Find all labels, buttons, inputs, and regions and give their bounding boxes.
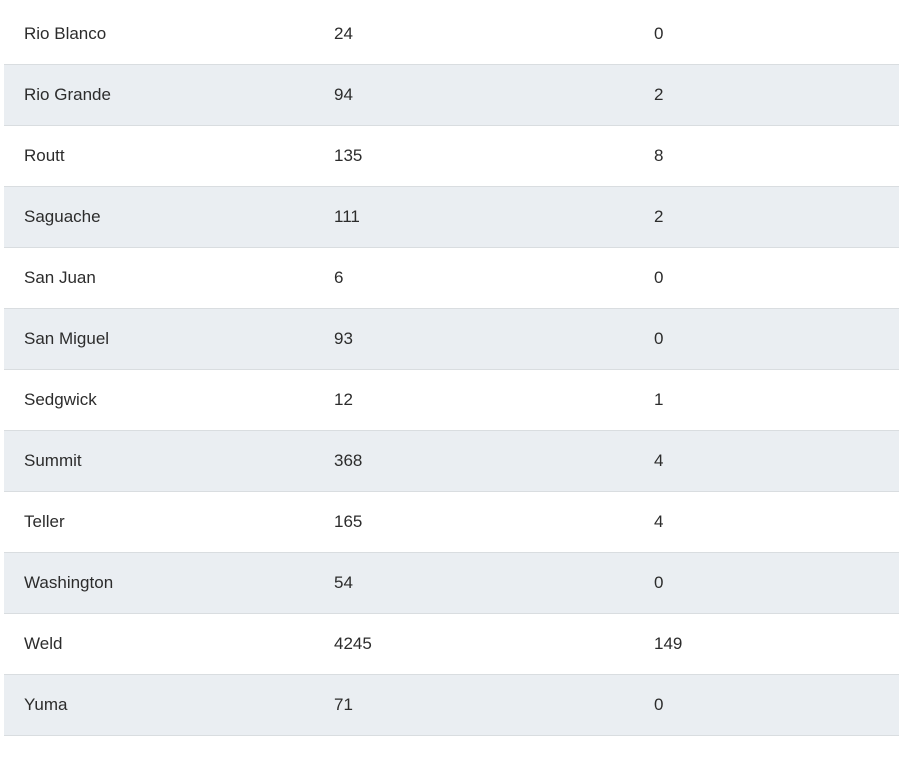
value2-cell: 0 bbox=[634, 675, 899, 735]
value2-cell: 8 bbox=[634, 126, 899, 186]
county-name-cell: Teller bbox=[4, 492, 314, 552]
value1-cell: 71 bbox=[314, 675, 634, 735]
county-name-cell: Rio Blanco bbox=[4, 4, 314, 64]
value2-cell: 149 bbox=[634, 614, 899, 674]
table-row: San Juan 6 0 bbox=[4, 248, 899, 309]
county-name-cell: Routt bbox=[4, 126, 314, 186]
value1-cell: 111 bbox=[314, 187, 634, 247]
value2-cell: 1 bbox=[634, 370, 899, 430]
county-name-cell: Saguache bbox=[4, 187, 314, 247]
value2-cell: 2 bbox=[634, 65, 899, 125]
value1-cell: 368 bbox=[314, 431, 634, 491]
table-row: Sedgwick 12 1 bbox=[4, 370, 899, 431]
county-name-cell: Yuma bbox=[4, 675, 314, 735]
value2-cell: 0 bbox=[634, 309, 899, 369]
value2-cell: 4 bbox=[634, 492, 899, 552]
county-name-cell: Summit bbox=[4, 431, 314, 491]
table-row: Yuma 71 0 bbox=[4, 675, 899, 736]
table-row: Saguache 111 2 bbox=[4, 187, 899, 248]
value2-cell: 0 bbox=[634, 553, 899, 613]
value1-cell: 165 bbox=[314, 492, 634, 552]
table-row: Rio Blanco 24 0 bbox=[4, 4, 899, 65]
value1-cell: 4245 bbox=[314, 614, 634, 674]
table-row: Weld 4245 149 bbox=[4, 614, 899, 675]
value1-cell: 94 bbox=[314, 65, 634, 125]
value2-cell: 4 bbox=[634, 431, 899, 491]
value1-cell: 24 bbox=[314, 4, 634, 64]
table-row: Routt 135 8 bbox=[4, 126, 899, 187]
value1-cell: 93 bbox=[314, 309, 634, 369]
table-row: Rio Grande 94 2 bbox=[4, 65, 899, 126]
county-data-table: Rio Blanco 24 0 Rio Grande 94 2 Routt 13… bbox=[4, 4, 899, 736]
value2-cell: 0 bbox=[634, 4, 899, 64]
value2-cell: 2 bbox=[634, 187, 899, 247]
value1-cell: 135 bbox=[314, 126, 634, 186]
county-name-cell: Washington bbox=[4, 553, 314, 613]
county-name-cell: San Miguel bbox=[4, 309, 314, 369]
table-row: Washington 54 0 bbox=[4, 553, 899, 614]
county-name-cell: Sedgwick bbox=[4, 370, 314, 430]
value1-cell: 54 bbox=[314, 553, 634, 613]
value2-cell: 0 bbox=[634, 248, 899, 308]
table-row: Teller 165 4 bbox=[4, 492, 899, 553]
value1-cell: 12 bbox=[314, 370, 634, 430]
county-name-cell: Weld bbox=[4, 614, 314, 674]
table-row: San Miguel 93 0 bbox=[4, 309, 899, 370]
value1-cell: 6 bbox=[314, 248, 634, 308]
county-name-cell: Rio Grande bbox=[4, 65, 314, 125]
county-name-cell: San Juan bbox=[4, 248, 314, 308]
table-row: Summit 368 4 bbox=[4, 431, 899, 492]
